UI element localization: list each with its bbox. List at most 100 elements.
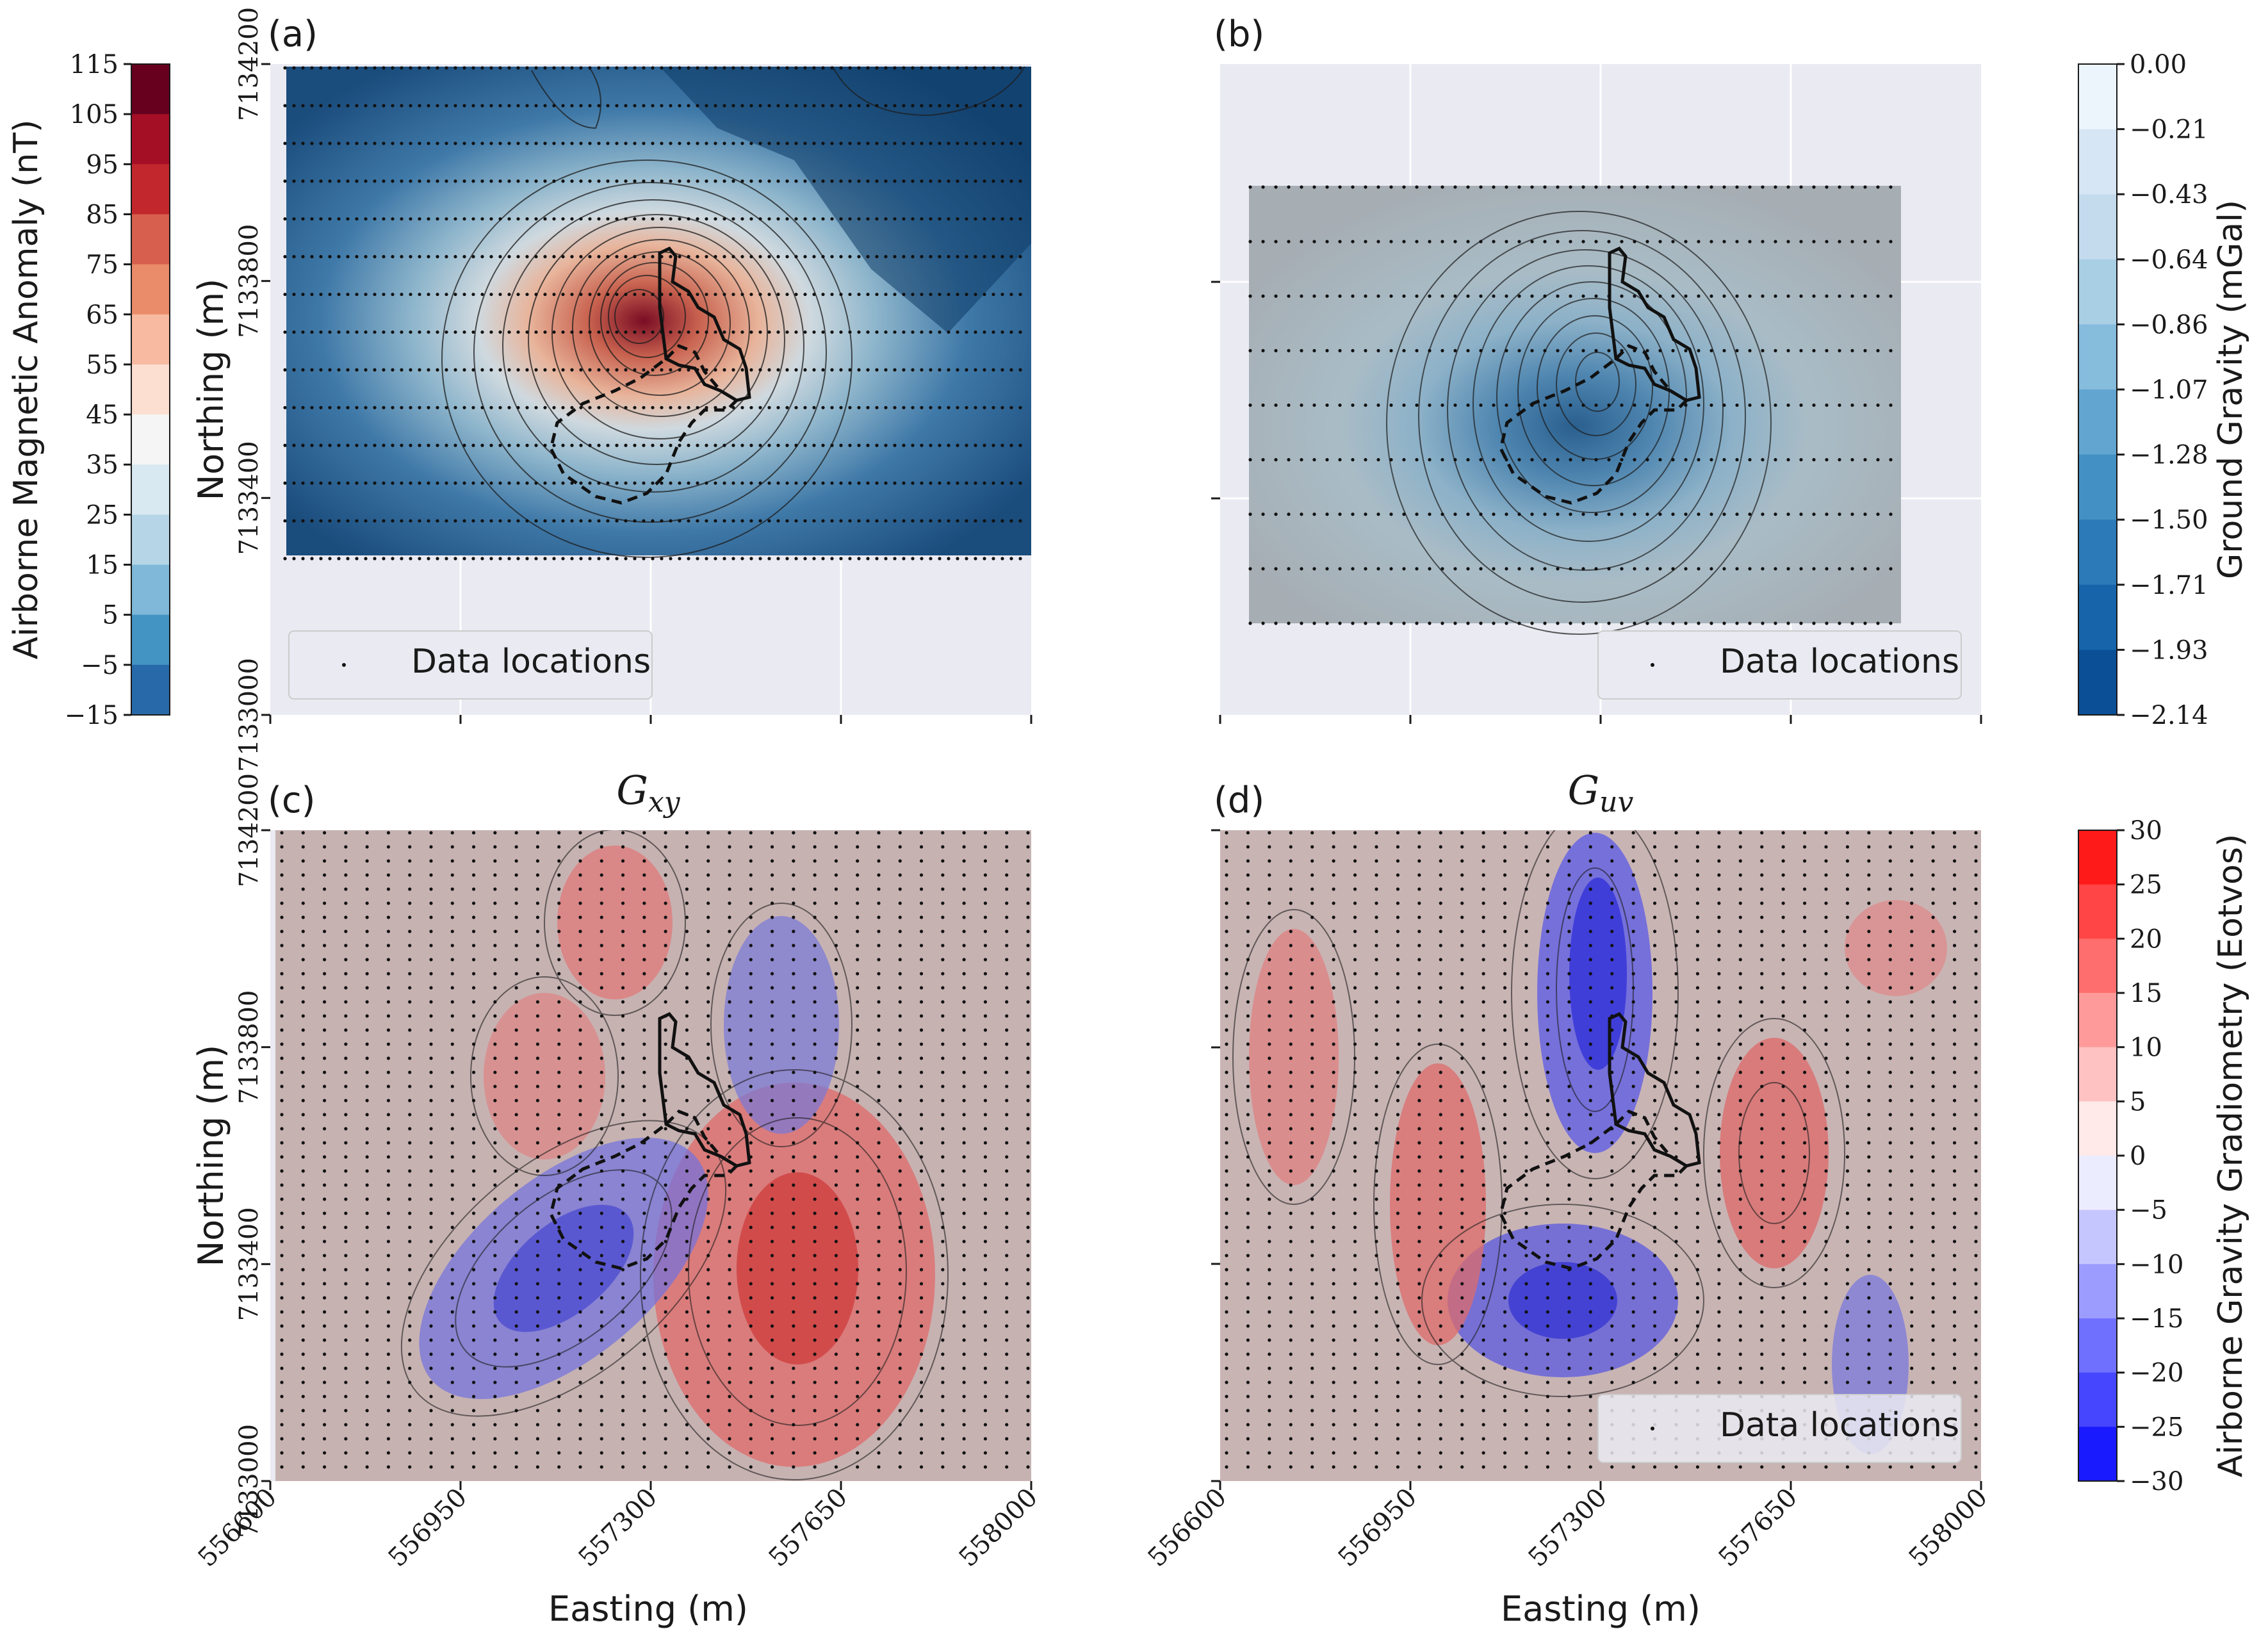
data-location-point xyxy=(400,557,404,561)
data-location-point xyxy=(1546,1409,1550,1413)
data-location-point xyxy=(875,217,879,221)
data-location-point xyxy=(856,944,860,947)
data-location-point xyxy=(856,1169,860,1173)
data-location-point xyxy=(1781,1056,1785,1060)
data-location-point xyxy=(877,1014,881,1018)
data-location-point xyxy=(1588,1211,1592,1215)
data-location-point xyxy=(1974,859,1978,863)
data-location-point xyxy=(1695,1324,1700,1328)
data-location-point xyxy=(642,481,646,485)
data-location-point xyxy=(552,481,556,485)
data-location-point xyxy=(552,179,556,183)
data-location-point xyxy=(1850,348,1854,352)
data-location-point xyxy=(1674,1070,1678,1074)
panel-d: Data locations (d) Guv 556600 556950 55730… xyxy=(1143,767,1994,1629)
data-location-point xyxy=(1867,1310,1871,1314)
data-location-point xyxy=(965,519,968,523)
data-location-point xyxy=(898,1465,902,1469)
data-location-point xyxy=(1888,1352,1892,1356)
data-location-point xyxy=(493,1268,497,1272)
panel-a-contours xyxy=(441,66,1025,558)
data-location-point xyxy=(1748,294,1752,298)
data-location-point xyxy=(642,1042,646,1046)
data-location-point xyxy=(974,142,977,145)
data-location-point xyxy=(471,873,476,877)
data-location-point xyxy=(1353,930,1357,933)
data-location-point xyxy=(920,179,924,183)
data-location-point xyxy=(1717,944,1721,947)
data-location-point xyxy=(1524,1042,1528,1046)
data-location-point xyxy=(429,1183,433,1187)
data-location-point xyxy=(1246,930,1250,933)
data-location-point xyxy=(624,405,628,409)
data-location-point xyxy=(834,1225,838,1229)
data-location-point xyxy=(1867,1338,1871,1342)
data-location-point xyxy=(535,845,540,849)
data-location-point xyxy=(391,292,395,297)
data-location-point xyxy=(1524,1070,1528,1074)
data-location-point xyxy=(1781,1127,1785,1131)
data-location-point xyxy=(301,1155,305,1159)
data-location-point xyxy=(728,873,731,877)
data-location-point xyxy=(1439,1282,1442,1286)
data-location-point xyxy=(1760,930,1764,933)
data-location-point xyxy=(1353,1183,1357,1187)
data-location-point xyxy=(705,104,708,108)
data-location-point xyxy=(893,104,897,108)
data-location-point xyxy=(1481,1042,1485,1046)
data-location-point xyxy=(770,915,774,919)
data-location-point xyxy=(1225,845,1228,849)
data-location-point xyxy=(1888,1282,1892,1286)
data-location-point xyxy=(1225,1324,1228,1328)
data-location-point xyxy=(1268,1437,1271,1441)
data-location-point xyxy=(1781,1042,1785,1046)
data-location-point xyxy=(856,1282,860,1286)
data-location-point xyxy=(1709,294,1713,298)
data-location-point xyxy=(1503,1085,1507,1088)
data-location-point xyxy=(722,179,726,183)
data-location-point xyxy=(706,1380,710,1384)
data-location-point xyxy=(418,519,421,523)
data-location-point xyxy=(310,519,314,523)
data-location-point xyxy=(1268,1465,1271,1469)
data-location-point xyxy=(1225,1211,1228,1215)
data-location-point xyxy=(792,944,795,947)
data-location-point xyxy=(1717,1099,1721,1102)
data-location-point xyxy=(856,1085,860,1088)
data-location-point xyxy=(1268,1070,1271,1074)
data-location-point xyxy=(685,831,689,835)
data-location-point xyxy=(588,481,592,485)
data-location-point xyxy=(911,443,915,447)
data-location-point xyxy=(1863,403,1867,407)
data-location-point xyxy=(386,1324,391,1328)
data-location-point xyxy=(1760,859,1764,863)
data-location-point xyxy=(749,217,753,221)
data-location-point xyxy=(1631,1056,1635,1060)
data-location-point xyxy=(588,557,592,561)
data-location-point xyxy=(1246,1099,1250,1102)
data-location-point xyxy=(1009,443,1013,447)
data-location-point xyxy=(365,859,369,863)
data-location-point xyxy=(813,1085,817,1088)
data-location-point xyxy=(848,217,852,221)
data-location-point xyxy=(1722,512,1726,516)
data-location-point xyxy=(344,1282,348,1286)
data-location-point xyxy=(983,930,988,933)
data-location-point xyxy=(386,1141,391,1145)
data-location-point xyxy=(1005,1000,1009,1004)
data-location-point xyxy=(1268,1014,1271,1018)
data-location-point xyxy=(1353,1423,1357,1427)
data-location-point xyxy=(1974,887,1978,891)
data-location-point xyxy=(1863,512,1867,516)
data-location-point xyxy=(1524,1310,1528,1314)
data-location-point xyxy=(857,104,861,108)
data-location-point xyxy=(615,292,619,297)
data-location-point xyxy=(1581,348,1585,352)
data-location-point xyxy=(1845,1014,1850,1018)
data-location-point xyxy=(749,1437,753,1441)
data-location-point xyxy=(386,930,391,933)
data-location-point xyxy=(919,986,924,990)
data-location-point xyxy=(1631,1155,1635,1159)
data-location-point xyxy=(770,1155,774,1159)
data-location-point xyxy=(1439,1240,1442,1243)
